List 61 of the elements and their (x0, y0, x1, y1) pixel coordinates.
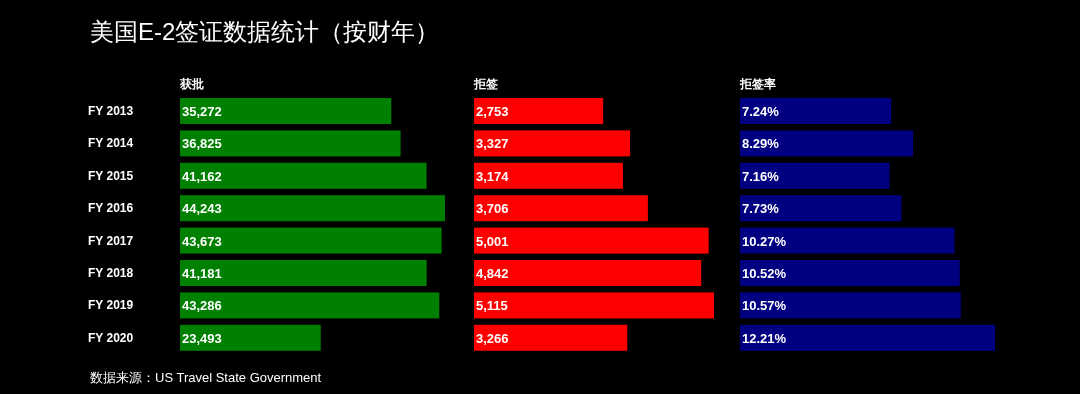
bar (740, 195, 902, 222)
bar (180, 227, 442, 254)
bar (474, 162, 623, 189)
bar (474, 227, 709, 254)
data-label: 10.52% (742, 266, 787, 281)
chart-title: 美国E-2签证数据统计（按财年） (90, 18, 440, 45)
y-tick-label: FY 2014 (88, 136, 134, 151)
data-label: 8.29% (742, 136, 780, 152)
bar (740, 162, 890, 189)
bar (180, 195, 445, 222)
y-tick-label: FY 2020 (88, 330, 134, 345)
y-tick-label: FY 2018 (88, 266, 134, 280)
data-label: 5,001 (476, 233, 509, 249)
y-tick-label: FY 2016 (88, 201, 134, 216)
bar (474, 98, 604, 124)
bar (740, 292, 961, 319)
bar (180, 98, 392, 124)
bar (740, 98, 892, 124)
bar (474, 195, 648, 222)
data-label: 36,825 (182, 136, 222, 152)
data-label: 12.21% (742, 330, 787, 346)
chart-title: 拒签 (473, 77, 498, 91)
data-label: 43,286 (182, 298, 222, 314)
data-label: 10.57% (742, 298, 787, 314)
bar (474, 292, 714, 319)
data-label: 23,493 (182, 330, 222, 346)
bar (740, 227, 955, 254)
bar (180, 292, 440, 319)
data-label: 5,115 (476, 298, 508, 314)
bar (180, 130, 401, 157)
bar (740, 324, 995, 351)
bar (740, 260, 960, 286)
source-note: 数据来源：US Travel State Government (90, 370, 322, 385)
bar (740, 130, 914, 157)
data-label: 3,266 (476, 330, 509, 346)
y-tick-label: FY 2013 (88, 104, 134, 118)
data-label: 7.16% (742, 168, 780, 184)
data-label: 10.27% (742, 233, 787, 249)
y-tick-label: FY 2015 (88, 168, 134, 183)
data-label: 2,753 (476, 104, 509, 119)
data-label: 35,272 (182, 104, 222, 119)
chart-subtitle: 获批 (179, 77, 204, 91)
bar (180, 324, 321, 351)
bar (180, 260, 427, 286)
bar (180, 162, 427, 189)
data-label: 44,243 (182, 201, 222, 217)
chart-title: 拒签率 (739, 77, 776, 91)
y-tick-label: FY 2017 (88, 233, 134, 248)
y-tick-label: FY 2019 (88, 298, 134, 313)
data-label: 3,174 (476, 168, 510, 184)
bar (474, 130, 631, 157)
data-label: 41,181 (182, 266, 222, 281)
data-label: 3,706 (476, 201, 509, 217)
bar (474, 260, 702, 286)
data-label: 7.73% (742, 201, 780, 217)
data-label: 7.24% (742, 104, 780, 119)
data-label: 4,842 (476, 266, 509, 281)
data-label: 41,162 (182, 168, 222, 184)
data-label: 3,327 (476, 136, 509, 152)
bar (474, 324, 628, 351)
data-label: 43,673 (182, 233, 222, 249)
